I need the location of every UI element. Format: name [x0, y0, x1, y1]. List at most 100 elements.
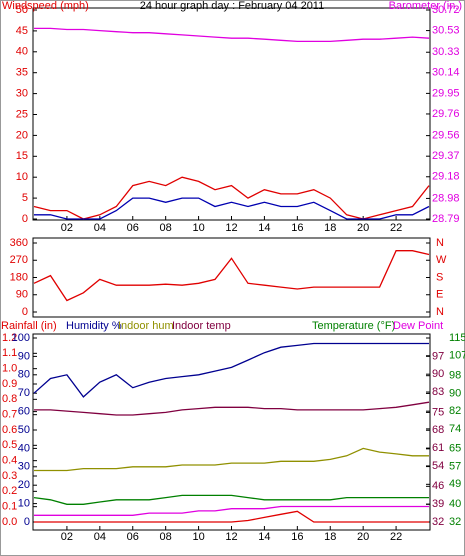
y-tick-label: 80 — [18, 369, 30, 381]
y-tick-label: 30.14 — [432, 67, 460, 79]
legend-label: Barometer (in.) — [389, 0, 462, 12]
x-tick-label: 18 — [324, 222, 336, 234]
legend-label: Rainfall (in) — [1, 320, 57, 332]
x-tick-label: 12 — [225, 222, 237, 234]
series-line — [34, 197, 430, 220]
y-tick-label: 83 — [432, 386, 444, 398]
y-tick-label: 45 — [16, 25, 28, 37]
y-tick-label: 70 — [18, 387, 30, 399]
y-tick-label: 0.2 — [2, 485, 17, 497]
y-tick-label: 115 — [449, 332, 465, 344]
y-tick-label: 180 — [10, 271, 28, 283]
y-tick-label: 1.0 — [2, 363, 17, 375]
y-tick-label: 90 — [16, 289, 28, 301]
series-line — [34, 401, 430, 416]
y-tick-label: 61 — [432, 442, 444, 454]
y-tick-label: 5 — [22, 192, 28, 204]
y-tick-label: 68 — [432, 424, 444, 436]
x-tick-label: 22 — [390, 222, 402, 234]
y-tick-label: 32 — [449, 516, 461, 528]
y-tick-label: 39 — [432, 498, 444, 510]
y-tick-label: N — [436, 237, 444, 249]
y-tick-label: W — [436, 254, 447, 266]
y-tick-label: 40 — [449, 498, 461, 510]
y-tick-label: 60 — [18, 406, 30, 418]
x-tick-label: 06 — [127, 531, 139, 543]
legend-label: Temperature (°F) — [312, 320, 395, 332]
y-tick-label: 40 — [18, 442, 30, 454]
y-tick-label: 50 — [18, 424, 30, 436]
y-tick-label: 28.98 — [432, 192, 460, 204]
series-line — [33, 250, 430, 302]
y-tick-label: 74 — [449, 423, 461, 435]
x-tick-label: 16 — [291, 531, 303, 543]
x-tick-label: 20 — [357, 222, 369, 234]
x-tick-label: 04 — [94, 531, 106, 543]
y-tick-label: 46 — [432, 480, 444, 492]
y-tick-label: 0.5 — [2, 439, 17, 451]
y-tick-label: 98 — [449, 370, 461, 382]
y-tick-label: 90 — [432, 368, 444, 380]
x-tick-label: 04 — [94, 222, 106, 234]
series-line — [33, 342, 429, 398]
y-tick-label: 0 — [22, 306, 28, 318]
y-tick-label: 32 — [432, 516, 444, 528]
y-tick-label: 0.3 — [2, 470, 17, 482]
series-line — [34, 510, 429, 523]
legend-label: Humidity % — [66, 320, 122, 332]
y-tick-label: 0.4 — [2, 455, 17, 467]
y-tick-label: 29.56 — [432, 130, 460, 142]
x-tick-label: 22 — [390, 531, 402, 543]
y-tick-label: 20 — [18, 479, 30, 491]
x-tick-label: 18 — [324, 531, 336, 543]
y-tick-label: 90 — [449, 387, 461, 399]
y-tick-label: 35 — [16, 67, 28, 79]
x-tick-label: 12 — [225, 531, 237, 543]
y-tick-label: 30.53 — [432, 24, 460, 36]
y-tick-label: 29.95 — [432, 87, 460, 99]
y-tick-label: 49 — [449, 478, 461, 490]
x-tick-label: 14 — [258, 531, 270, 543]
y-tick-label: 97 — [432, 350, 444, 362]
x-tick-label: 16 — [291, 222, 303, 234]
x-tick-label: 08 — [160, 222, 172, 234]
y-tick-label: 0 — [24, 516, 30, 528]
y-tick-label: 10 — [16, 171, 28, 183]
y-tick-label: 30 — [18, 461, 30, 473]
series-line — [33, 494, 429, 505]
legend-label: Windspeed (mph) — [2, 0, 89, 12]
y-tick-label: E — [436, 289, 443, 301]
y-tick-label: 20 — [16, 129, 28, 141]
y-tick-label: 30.72 — [432, 4, 460, 16]
x-tick-label: 10 — [192, 531, 204, 543]
y-tick-label: 360 — [10, 237, 28, 249]
series-line — [34, 505, 429, 516]
series-line — [34, 447, 429, 472]
x-tick-label: 10 — [192, 222, 204, 234]
x-tick-label: 08 — [160, 531, 172, 543]
y-tick-label: 1.1 — [2, 347, 17, 359]
y-tick-label: 30.33 — [432, 46, 460, 58]
y-tick-label: 82 — [449, 405, 461, 417]
y-tick-label: 0 — [22, 213, 28, 225]
y-tick-label: 270 — [10, 254, 28, 266]
y-tick-label: 40 — [16, 46, 28, 58]
y-tick-label: 29.76 — [432, 108, 460, 120]
y-tick-label: 0.7 — [2, 409, 17, 421]
y-tick-label: 0.1 — [2, 501, 17, 513]
y-tick-label: 100 — [12, 332, 30, 344]
y-tick-label: 25 — [16, 108, 28, 120]
y-tick-label: 90 — [18, 350, 30, 362]
legend-label: Indoor temp — [172, 320, 231, 332]
y-tick-label: 65 — [449, 443, 461, 455]
y-tick-label: 1.2 — [2, 332, 17, 344]
y-tick-label: 29.18 — [432, 171, 460, 183]
chart-title: 24 hour graph day : February 04 2011 — [140, 0, 324, 12]
y-tick-label: 0.6 — [2, 424, 17, 436]
y-tick-label: 75 — [432, 406, 444, 418]
y-tick-label: N — [436, 306, 444, 318]
x-tick-label: 02 — [61, 222, 73, 234]
